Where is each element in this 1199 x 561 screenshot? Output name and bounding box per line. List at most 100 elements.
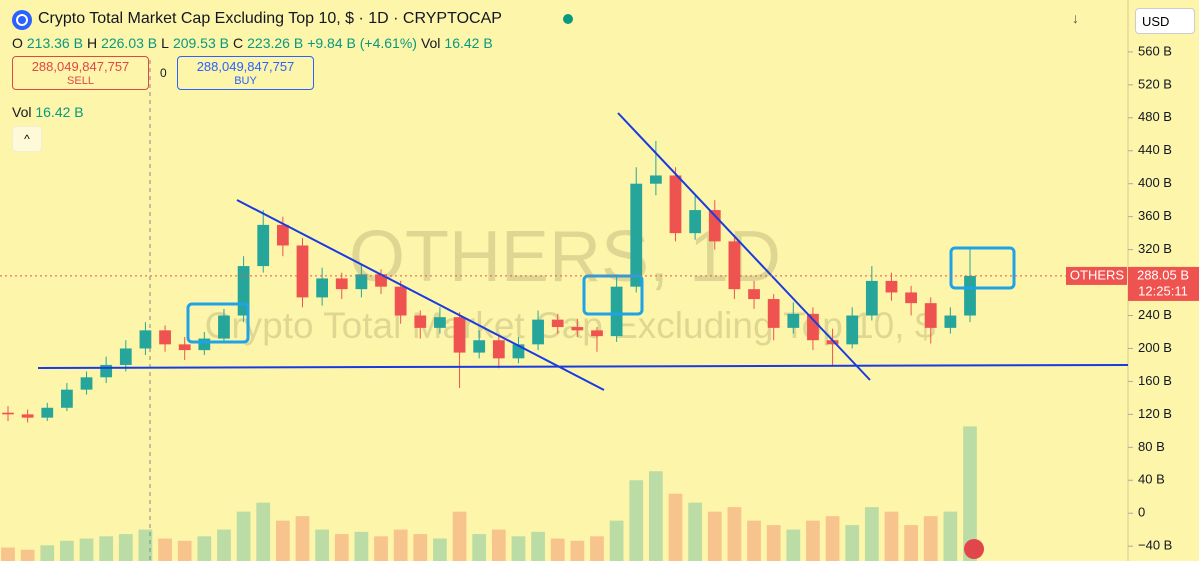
- countdown: 12:25:11: [1138, 283, 1188, 298]
- volume-bar: [393, 529, 408, 561]
- volume-bar: [963, 426, 977, 561]
- y-tick-label: 440 B: [1138, 142, 1172, 157]
- volume-legend: Vol 16.42 B: [12, 104, 84, 120]
- candle-body: [375, 274, 387, 287]
- y-tick-label: 40 B: [1138, 472, 1165, 487]
- volume-bar: [609, 520, 624, 561]
- candle-body: [532, 319, 544, 345]
- y-tick-label: 160 B: [1138, 373, 1172, 388]
- candle-body: [473, 340, 486, 353]
- candle-body: [846, 315, 859, 345]
- candle-body: [905, 292, 917, 304]
- title: Crypto Total Market Cap Excluding Top 10…: [38, 10, 502, 27]
- y-tick-label: 200 B: [1138, 340, 1172, 355]
- volume-bar: [20, 549, 35, 561]
- volume-bar: [1, 547, 15, 561]
- candle-body: [218, 315, 230, 339]
- y-tick-label: 400 B: [1138, 175, 1172, 190]
- candle-body: [826, 340, 839, 345]
- trend-line: [617, 112, 871, 381]
- candle-body: [159, 330, 171, 345]
- volume-bar: [99, 536, 114, 561]
- candle-body: [178, 344, 191, 351]
- watermark-name: Crypto Total Market Cap Excluding Top 10…: [205, 305, 936, 346]
- price-tag-value: 288.05 B: [1137, 267, 1189, 282]
- candle-body: [924, 303, 937, 328]
- candle-body: [767, 299, 780, 328]
- volume-bar: [531, 531, 545, 561]
- candle-body: [689, 210, 702, 234]
- candle-body: [276, 224, 289, 246]
- volume-bar: [550, 538, 565, 561]
- y-tick-label: 560 B: [1138, 43, 1172, 58]
- sell-price: 288,049,847,757: [31, 59, 130, 74]
- candle-body: [649, 175, 662, 184]
- candle-body: [61, 389, 73, 408]
- volume-bar: [727, 507, 742, 561]
- candle-body: [434, 317, 446, 328]
- price-tag: [1128, 266, 1199, 301]
- currency-select[interactable]: USD: [1135, 8, 1195, 34]
- volume-bar: [668, 493, 683, 561]
- volume-bar: [138, 529, 153, 561]
- candle-body: [119, 348, 132, 365]
- buy-price: 288,049,847,757: [196, 59, 295, 74]
- volume-bar: [197, 536, 212, 561]
- volume-bar: [845, 525, 860, 561]
- status-dot: [563, 14, 573, 24]
- candle-body: [964, 275, 976, 316]
- support-line: [37, 364, 1129, 369]
- volume-bar: [452, 511, 467, 561]
- candle-body: [748, 289, 760, 300]
- volume-bar: [570, 540, 585, 561]
- candle-body: [316, 278, 329, 298]
- volume-bar: [354, 531, 369, 561]
- change: +9.84 B (+4.61%): [307, 35, 417, 51]
- volume-bar: [334, 534, 349, 561]
- buy-label: BUY: [234, 75, 257, 87]
- volume-bar: [688, 502, 703, 561]
- spread: 0: [160, 66, 167, 80]
- volume-bar: [590, 536, 604, 561]
- candle-body: [237, 266, 250, 316]
- event-icon[interactable]: [964, 539, 984, 559]
- volume-bar: [884, 511, 899, 561]
- candle-body: [41, 407, 54, 418]
- candle-body: [492, 340, 505, 359]
- download-button[interactable]: ↓: [1072, 10, 1079, 26]
- y-tick-label: −40 B: [1138, 538, 1172, 553]
- volume-bar: [60, 540, 74, 561]
- volume-bar: [766, 525, 781, 561]
- volume-bar: [79, 538, 94, 561]
- volume-bar: [904, 525, 918, 561]
- ohlc-value: 223.26 B: [247, 35, 304, 51]
- candle-body: [787, 313, 800, 328]
- symbol-icon: [12, 10, 32, 30]
- candle-body: [571, 327, 584, 331]
- buy-button[interactable]: 288,049,847,757 BUY: [177, 56, 314, 90]
- vol-label: Vol: [420, 35, 441, 51]
- volume-bar: [177, 540, 192, 561]
- sell-button[interactable]: 288,049,847,757 SELL: [12, 56, 149, 90]
- collapse-button[interactable]: ^: [12, 126, 42, 152]
- y-tick-label: 80 B: [1138, 439, 1165, 454]
- volume-bar: [629, 480, 644, 561]
- candle-body: [512, 344, 525, 359]
- volume-bar: [217, 529, 231, 561]
- candle-body: [414, 315, 427, 328]
- candle-body: [296, 245, 309, 298]
- ohlc-label: C: [233, 35, 244, 51]
- volume-bar: [295, 516, 310, 561]
- volume-bar: [158, 538, 172, 561]
- ohlc-label: L: [161, 35, 169, 51]
- y-tick-label: 120 B: [1138, 406, 1172, 421]
- candle-body: [100, 364, 113, 378]
- y-tick-label: 360 B: [1138, 208, 1172, 223]
- ohlc-value: 226.03 B: [101, 35, 158, 51]
- ohlc-value: 213.36 B: [26, 35, 83, 51]
- y-tick-label: 0: [1138, 505, 1145, 520]
- candle-body: [21, 414, 34, 418]
- y-tick-label: 520 B: [1138, 76, 1172, 91]
